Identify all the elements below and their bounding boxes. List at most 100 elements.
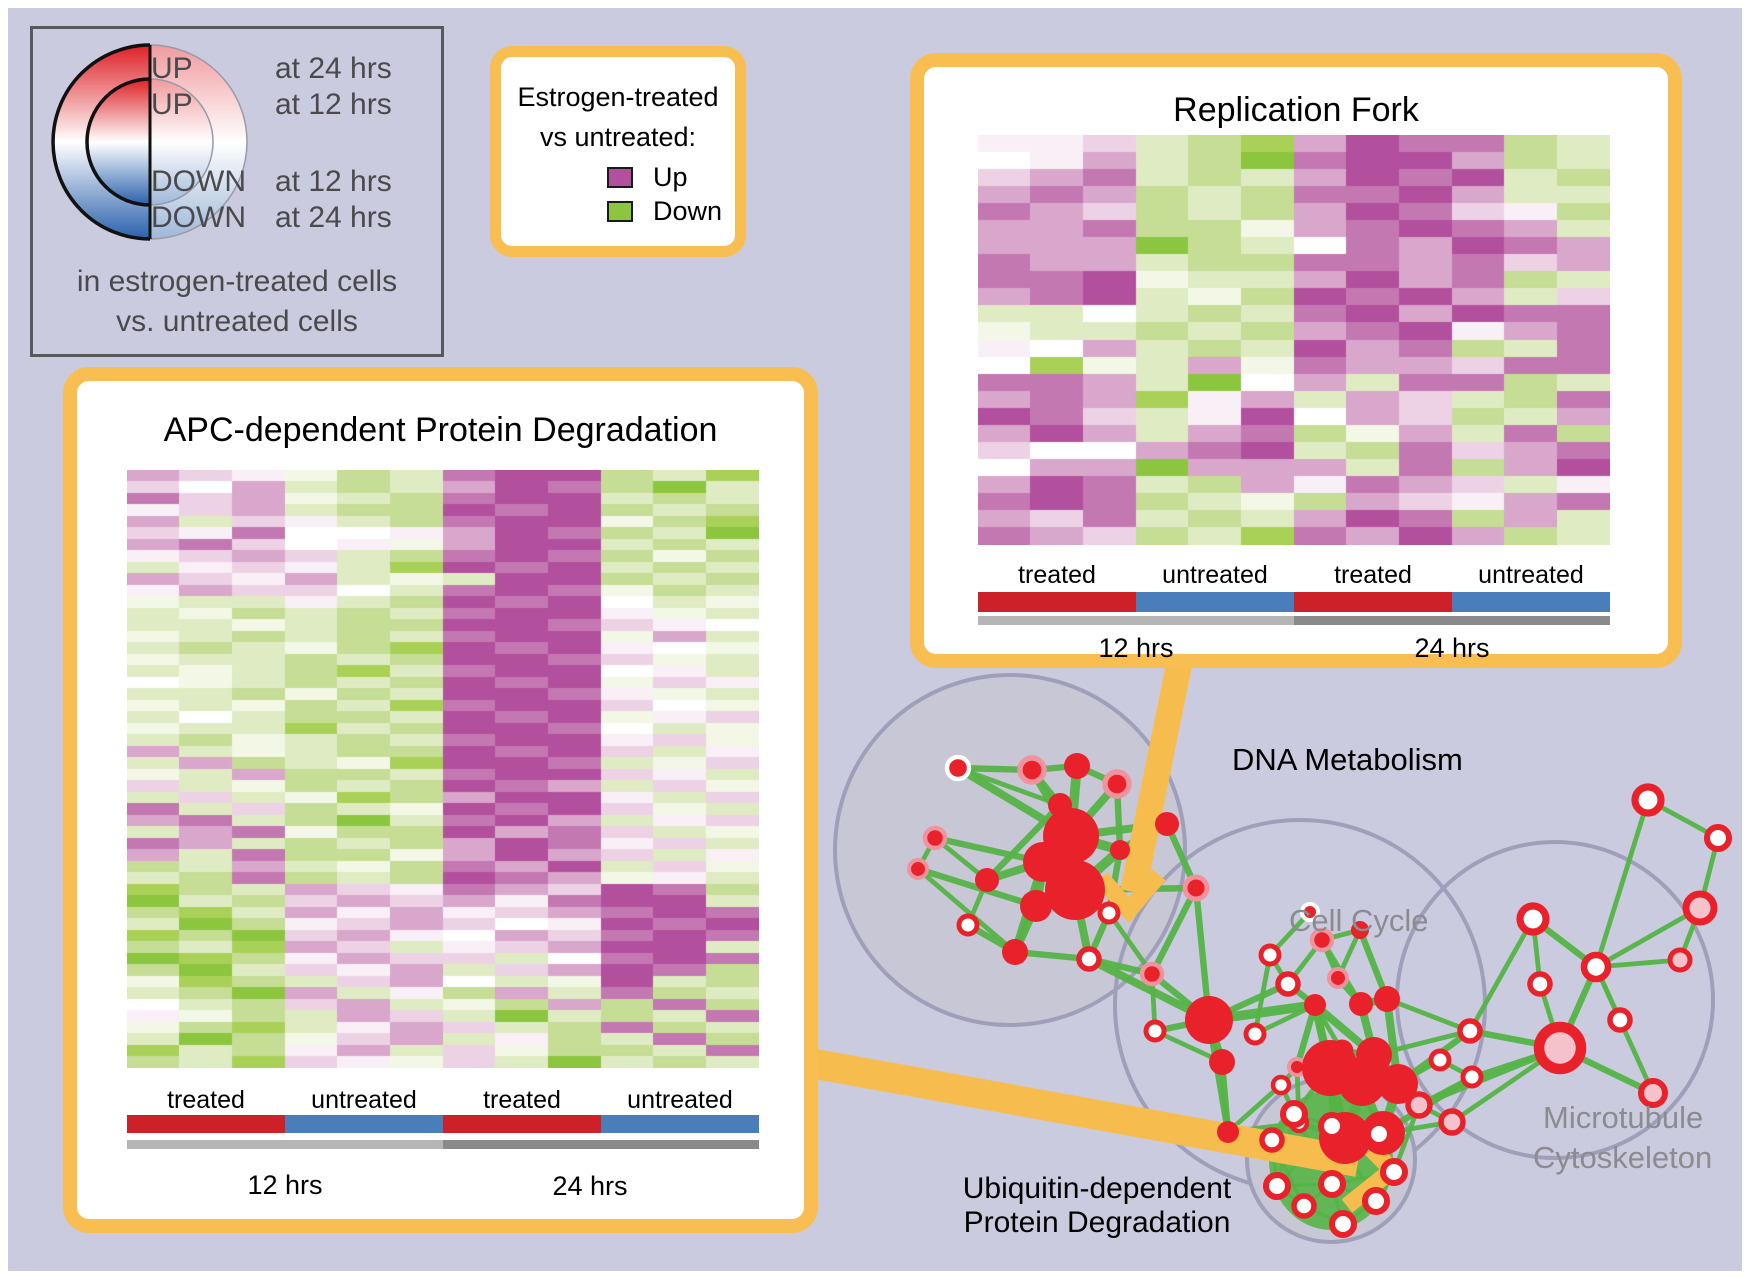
network-node (1460, 1065, 1484, 1089)
network-node (1182, 874, 1210, 902)
color-key-title-line1: Estrogen-treated (517, 82, 719, 112)
rf-12hrs-bar (978, 616, 1294, 625)
network-node (1361, 1186, 1391, 1216)
rf-group-untreated-12: untreated (1162, 561, 1268, 589)
network-node (944, 754, 972, 782)
apc-title: APC-dependent Protein Degradation (163, 411, 718, 449)
ubiquitin-label-line2: Protein Degradation (963, 1206, 1231, 1239)
network-node (1349, 992, 1373, 1016)
dna-metabolism-label: DNA Metabolism (1232, 742, 1463, 777)
network-node (1243, 1022, 1267, 1046)
network-node (1045, 860, 1105, 920)
arrow-to-dna-shaft (1120, 657, 1193, 895)
network-node (1351, 921, 1369, 939)
legend-dir-up-12: UP (151, 88, 193, 121)
legend-dir-down-24: DOWN (151, 201, 246, 234)
rf-24hrs-label: 24 hrs (1414, 633, 1490, 663)
apc-group-treated-12: treated (167, 1086, 245, 1114)
ring-legend-diagram (51, 43, 248, 241)
network-node (1270, 1074, 1292, 1096)
network-edge (917, 865, 1037, 910)
network-node (1275, 971, 1301, 997)
apc-treated-bar-1 (127, 1115, 285, 1133)
network-node (1527, 971, 1553, 997)
rf-24hrs-bar (1294, 616, 1610, 625)
network-node (1703, 823, 1733, 853)
down-swatch (607, 201, 633, 222)
microtubule-label-line2: Cytoskeleton (1533, 1140, 1713, 1175)
rf-group-untreated-24: untreated (1478, 561, 1584, 589)
arrow-to-dna-head (1094, 869, 1166, 923)
network-node (1048, 793, 1072, 817)
network-node (1328, 1209, 1358, 1239)
network-node (1139, 961, 1165, 987)
network-node (1017, 755, 1047, 785)
network-node (1262, 1171, 1292, 1201)
legend-time-down12: at 12 hrs (275, 165, 392, 198)
ring-legend-box: UP at 24 hrs UP at 12 hrs DOWN at 12 hrs… (30, 26, 444, 357)
legend-time-24: at 24 hrs (275, 52, 392, 85)
network-node (1317, 1111, 1347, 1141)
rf-treatment-bar (978, 592, 1610, 612)
rf-time-bar (978, 616, 1610, 625)
network-edge (1149, 886, 1199, 976)
network-edge (1107, 911, 1154, 976)
network-node (1143, 1019, 1167, 1043)
microtubule-label-line1: Microtubule (1543, 1100, 1704, 1135)
network-node (906, 857, 930, 881)
network-node (1438, 1108, 1466, 1136)
apc-12hrs-bar (127, 1140, 443, 1149)
network-node (1533, 1021, 1587, 1075)
rf-treated-bar-1 (978, 592, 1136, 612)
apc-group-treated-24: treated (483, 1086, 561, 1114)
legend-caption-line1: in estrogen-treated cells (76, 265, 398, 298)
network-node (956, 913, 980, 937)
network-node (1317, 1169, 1347, 1199)
replication-fork-box: Replication Fork treated untreated treat… (910, 53, 1682, 668)
network-node (1209, 1049, 1235, 1075)
legend-time-12: at 12 hrs (275, 88, 392, 121)
washed-half (150, 45, 247, 239)
network-edge (1386, 996, 1471, 1034)
apc-treatment-bar (127, 1115, 759, 1133)
apc-untreated-bar-1 (285, 1115, 443, 1133)
network-node (1259, 1127, 1285, 1153)
network-node (1682, 890, 1718, 926)
legend-caption-line2: vs. untreated cells (116, 305, 358, 338)
color-key-title-line2: vs untreated: (539, 122, 697, 152)
network-node (1374, 986, 1400, 1012)
up-label: Up (653, 162, 688, 192)
network-edge (957, 765, 1061, 808)
network-node (1020, 890, 1052, 922)
network-node (1155, 812, 1179, 836)
network-edge (1252, 954, 1273, 1035)
inner-left-arc (85, 77, 151, 207)
network-node (1304, 994, 1326, 1016)
apc-24hrs-bar (443, 1140, 759, 1149)
down-label: Down (653, 196, 723, 226)
replication-fork-title: Replication Fork (1173, 91, 1419, 129)
network-node (1185, 996, 1233, 1044)
network-node (922, 825, 948, 851)
apc-24hrs-label: 24 hrs (552, 1171, 628, 1201)
network-node (1217, 1121, 1239, 1143)
apc-time-bar (127, 1140, 759, 1149)
legend-time-down24: at 24 hrs (275, 201, 392, 234)
apc-12hrs-label: 12 hrs (247, 1170, 323, 1200)
outer-left-arc (51, 43, 151, 241)
network-node (1097, 901, 1121, 925)
network-node (1428, 1048, 1452, 1072)
network-node (1291, 1193, 1317, 1219)
apc-group-untreated-12: untreated (311, 1086, 417, 1114)
network-node (1326, 966, 1350, 990)
rf-untreated-bar-1 (1136, 592, 1294, 612)
network-edge (916, 867, 1017, 954)
ubiquitin-label-line1: Ubiquitin-dependent (962, 1172, 1232, 1205)
apc-box: APC-dependent Protein Degradation treate… (63, 367, 818, 1233)
replication-fork-heatmap (978, 135, 1610, 545)
apc-untreated-bar-2 (601, 1115, 759, 1133)
rf-group-treated-24: treated (1334, 561, 1412, 589)
network-edge (1594, 905, 1702, 970)
rf-untreated-bar-2 (1452, 592, 1610, 612)
